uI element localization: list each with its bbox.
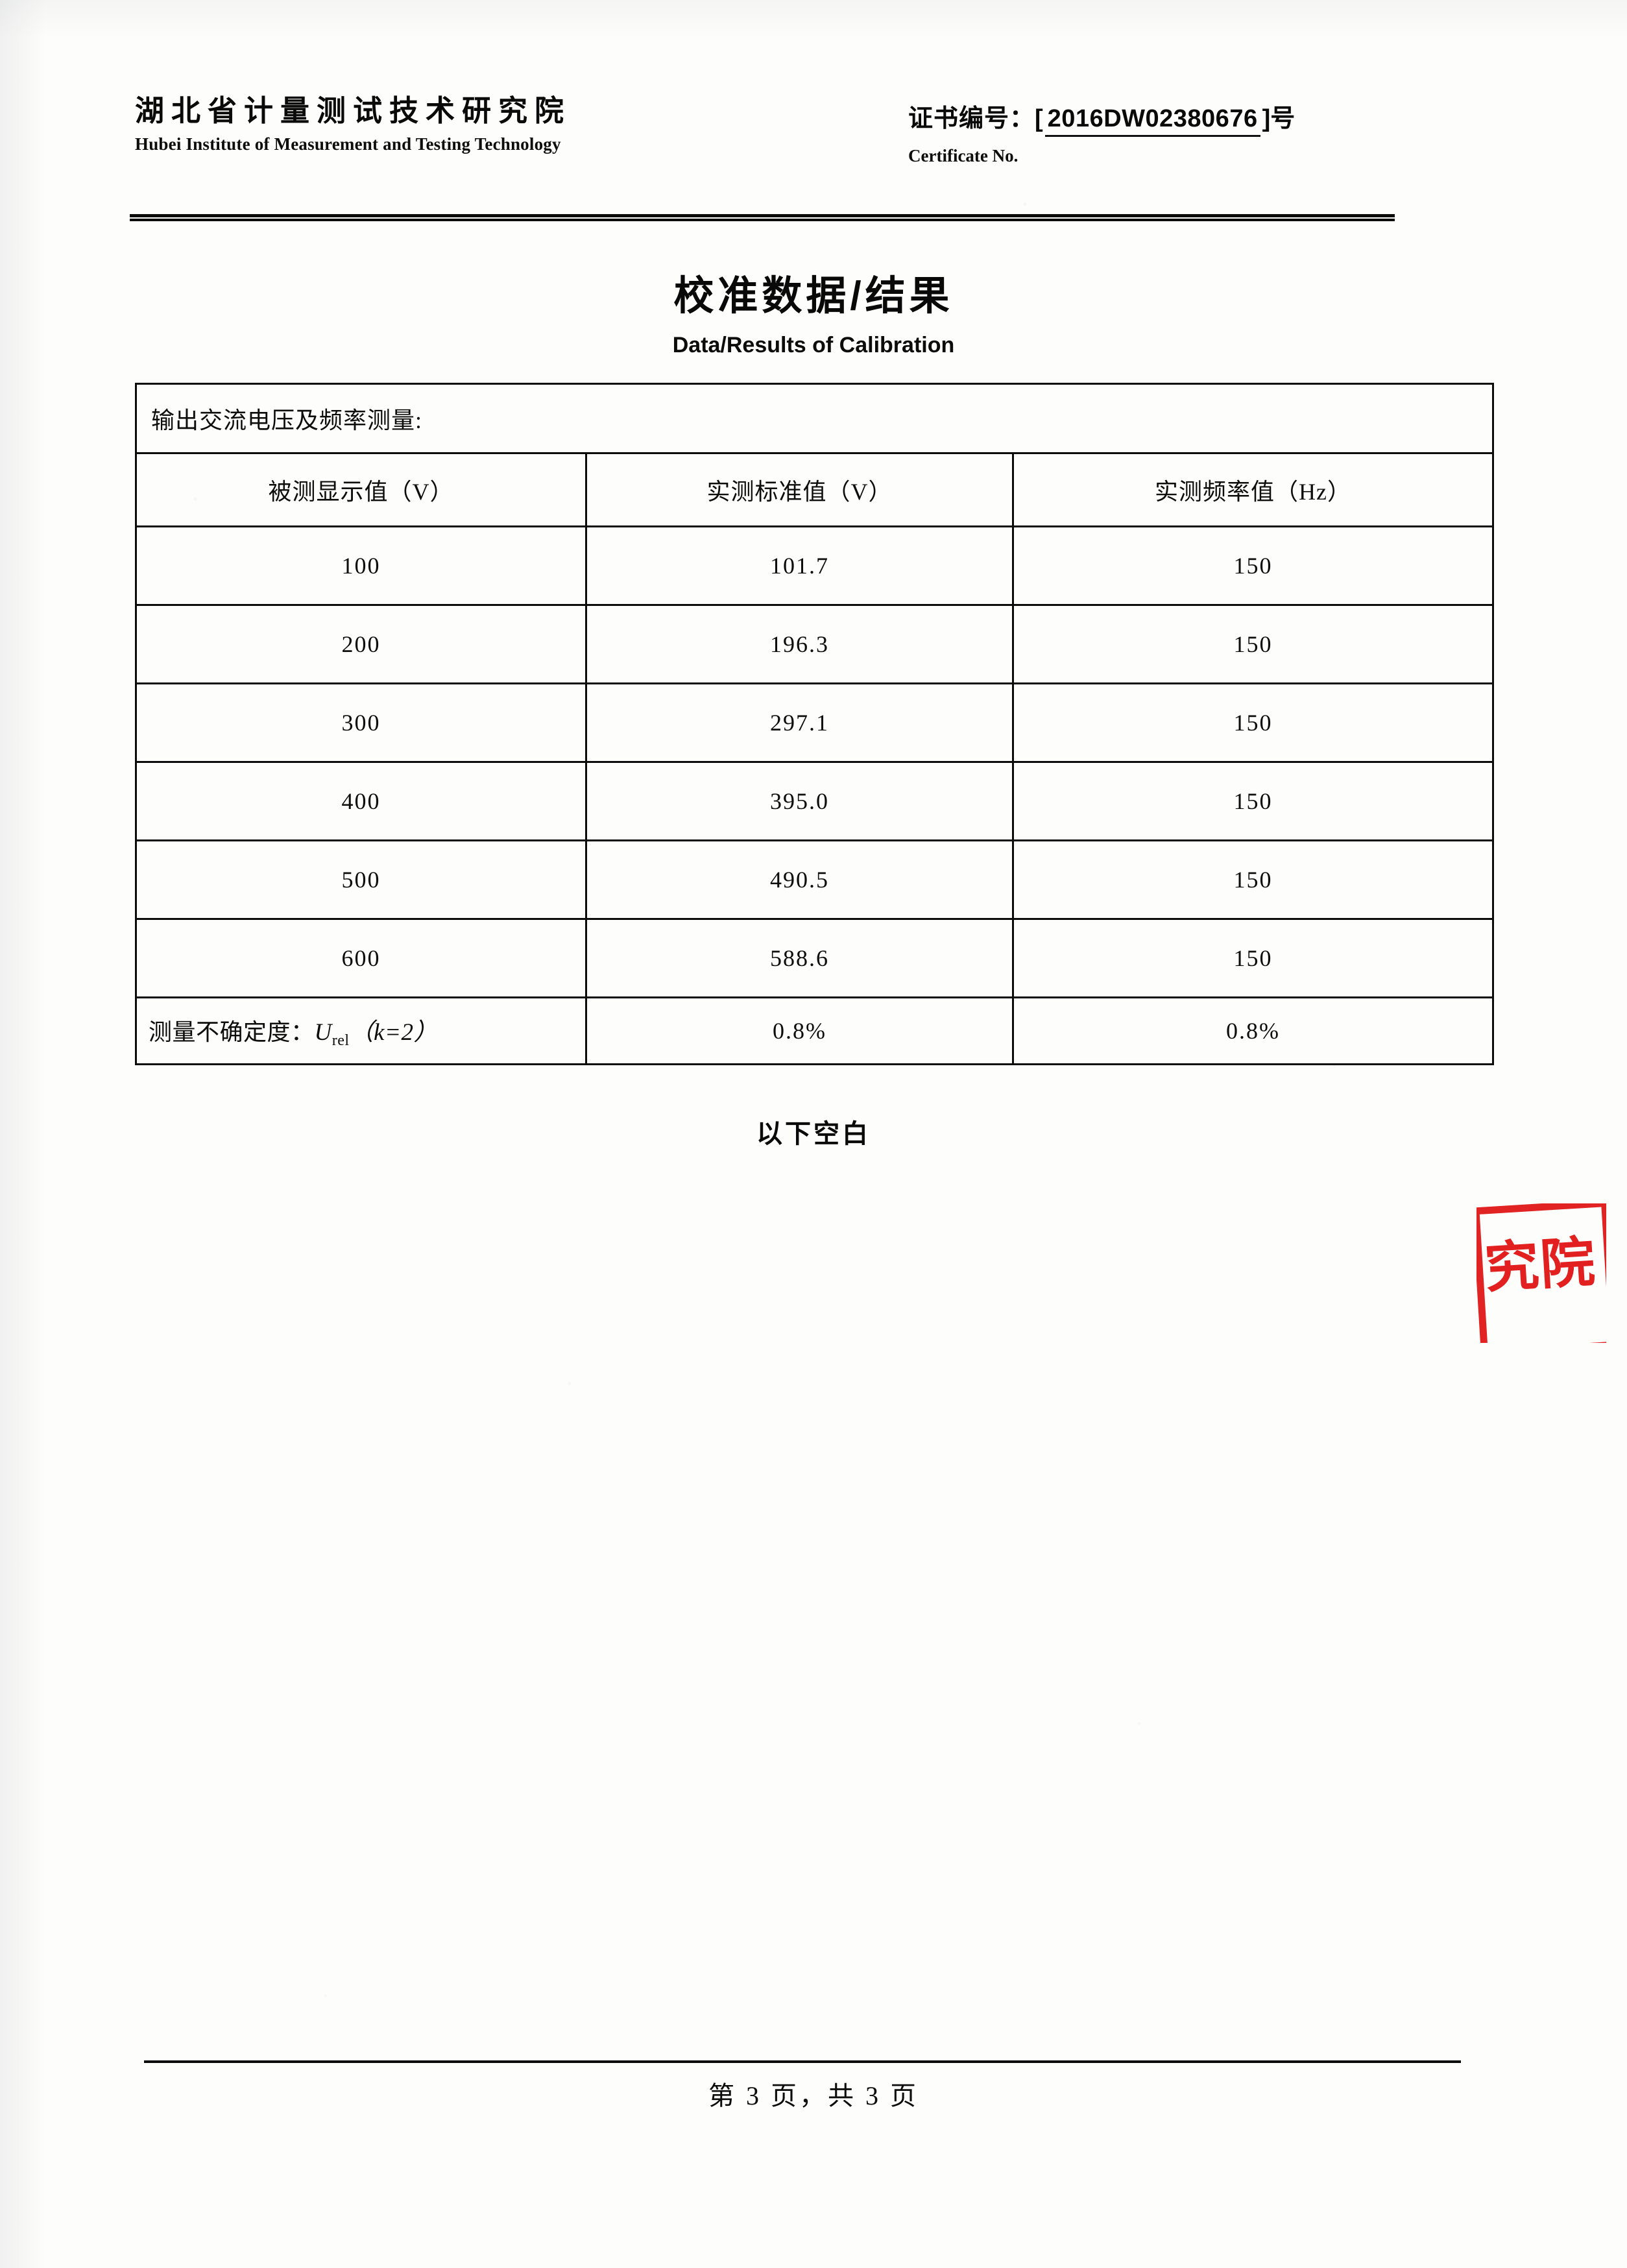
certificate-number-suffix-cn: 号 <box>1270 105 1296 132</box>
column-header-measured-voltage: 实测标准值（V） <box>585 452 1014 527</box>
table-caption-row: 输出交流电压及频率测量: <box>135 383 1494 454</box>
cell-measured-frequency: 150 <box>1012 525 1494 606</box>
uncertainty-label-prefix: 测量不确定度： <box>149 1019 315 1045</box>
document-header: 湖北省计量测试技术研究院 Hubei Institute of Measurem… <box>135 94 1492 166</box>
table-header-row: 被测显示值（V） 实测标准值（V） 实测频率值（Hz） <box>135 452 1494 527</box>
cell-displayed-voltage: 100 <box>135 525 587 606</box>
blank-below-note: 以下空白 <box>756 1120 871 1148</box>
cell-measured-voltage: 490.5 <box>585 839 1014 920</box>
official-seal-stamp: 究院 <box>1476 1203 1606 1343</box>
certificate-number-bracket-close: ] <box>1262 105 1271 132</box>
uncertainty-subscript: rel <box>331 1032 350 1050</box>
cell-displayed-voltage: 500 <box>135 839 587 920</box>
table-row: 100 101.7 150 <box>135 525 1494 606</box>
column-header-measured-frequency: 实测频率值（Hz） <box>1012 452 1494 527</box>
page-number-footer: 第 3 页，共 3 页 <box>708 2081 919 2110</box>
calibration-data-table: 输出交流电压及频率测量: 被测显示值（V） 实测标准值（V） 实测频率值（Hz）… <box>135 383 1494 1065</box>
footer-divider-rule <box>144 2060 1461 2063</box>
seal-text: 究院 <box>1482 1231 1598 1299</box>
cell-measured-voltage: 297.1 <box>585 682 1014 763</box>
table-row: 600 588.6 150 <box>135 918 1494 998</box>
certificate-number-label-en: Certificate No. <box>908 146 1018 165</box>
cell-measured-voltage: 588.6 <box>585 918 1014 998</box>
column-header-displayed-voltage: 被测显示值（V） <box>135 452 587 527</box>
certificate-number-bracket-open: [ <box>1035 105 1043 132</box>
cell-displayed-voltage: 400 <box>135 761 587 841</box>
certificate-number-value: 2016DW02380676 <box>1044 105 1260 137</box>
uncertainty-frequency-value: 0.8% <box>1012 996 1494 1065</box>
certificate-number-block: 证书编号： [ 2016DW02380676 ] 号 Certificate N… <box>908 94 1492 166</box>
cell-measured-voltage: 101.7 <box>585 525 1014 606</box>
cell-measured-frequency: 150 <box>1012 918 1494 998</box>
cell-displayed-voltage: 200 <box>135 604 587 684</box>
organization-name-cn: 湖北省计量测试技术研究院 <box>135 94 572 127</box>
table-caption-cell: 输出交流电压及频率测量: <box>135 383 1494 454</box>
cell-measured-frequency: 150 <box>1012 682 1494 763</box>
certificate-number-line: 证书编号： [ 2016DW02380676 ] 号 <box>908 98 1492 137</box>
uncertainty-row: 测量不确定度：Urel（k=2） 0.8% 0.8% <box>135 996 1494 1065</box>
cell-measured-voltage: 196.3 <box>585 604 1014 684</box>
table-row: 400 395.0 150 <box>135 761 1494 841</box>
certificate-number-label-cn: 证书编号： <box>908 105 1035 132</box>
header-divider-rule <box>130 214 1395 221</box>
cell-measured-frequency: 150 <box>1012 839 1494 920</box>
cell-displayed-voltage: 300 <box>135 682 587 763</box>
cell-measured-frequency: 150 <box>1012 761 1494 841</box>
issuing-organization: 湖北省计量测试技术研究院 Hubei Institute of Measurem… <box>135 94 823 154</box>
uncertainty-label: 测量不确定度：Urel（k=2） <box>135 996 587 1065</box>
table-row: 300 297.1 150 <box>135 682 1494 763</box>
uncertainty-symbol: U <box>314 1019 332 1046</box>
page-title-en: Data/Results of Calibration <box>672 333 955 357</box>
organization-name-en: Hubei Institute of Measurement and Testi… <box>135 134 561 154</box>
cell-measured-voltage: 395.0 <box>585 761 1014 841</box>
uncertainty-voltage-value: 0.8% <box>585 996 1014 1065</box>
table-row: 200 196.3 150 <box>135 604 1494 684</box>
cell-measured-frequency: 150 <box>1012 604 1494 684</box>
table-row: 500 490.5 150 <box>135 839 1494 920</box>
cell-displayed-voltage: 600 <box>135 918 587 998</box>
uncertainty-coverage-factor: （k=2） <box>349 1019 438 1046</box>
page-title-cn: 校准数据/结果 <box>673 274 954 319</box>
